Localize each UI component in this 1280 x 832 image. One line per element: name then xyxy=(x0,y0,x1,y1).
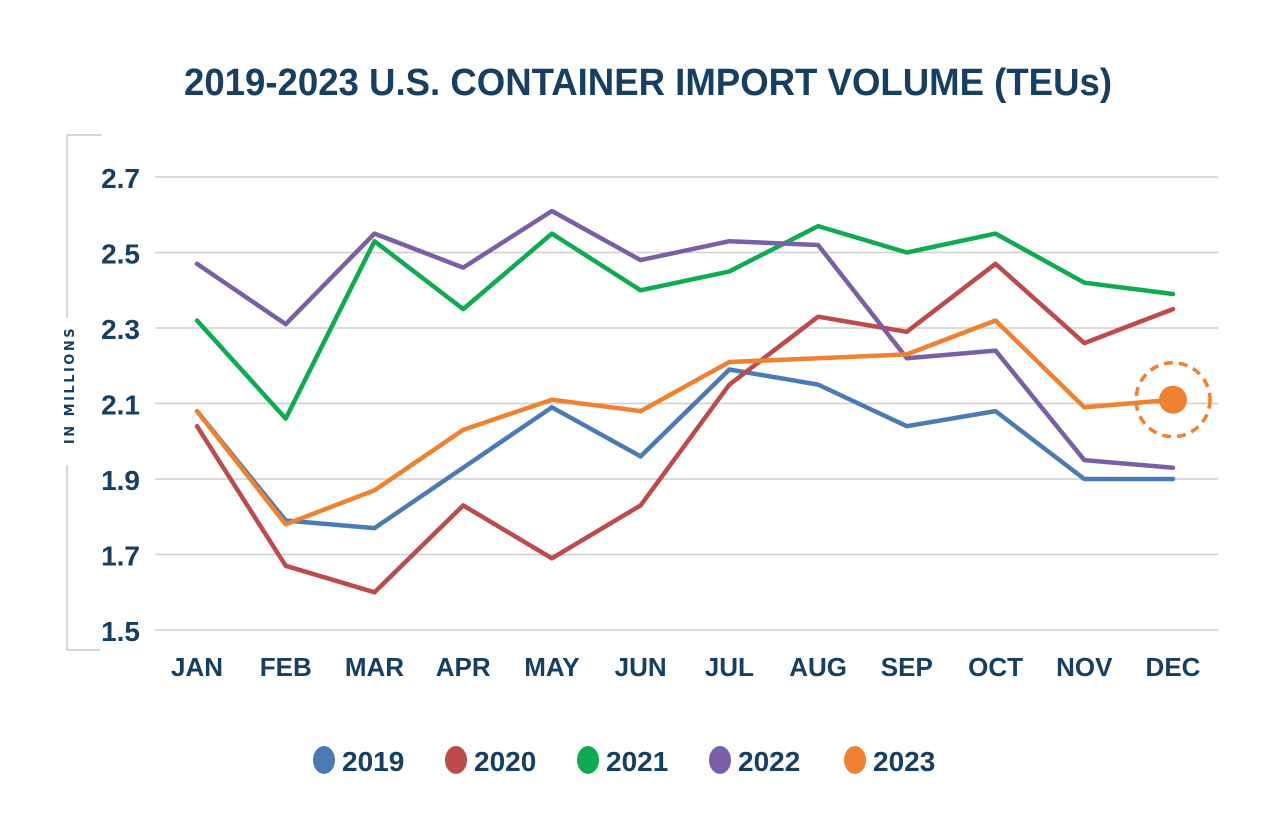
x-tick-label: SEP xyxy=(881,652,933,682)
x-tick-label: AUG xyxy=(789,652,847,682)
x-tick-label: FEB xyxy=(260,652,312,682)
x-tick-label: MAR xyxy=(345,652,404,682)
x-tick-label: JAN xyxy=(171,652,223,682)
x-tick-label: JUL xyxy=(705,652,754,682)
legend: 2019 2020 2021 2022 2023 xyxy=(313,746,935,777)
series-line-2023 xyxy=(194,318,1176,527)
x-tick-label: NOV xyxy=(1056,652,1113,682)
legend-swatch xyxy=(313,746,335,774)
y-axis-title: IN MILLIONS xyxy=(63,326,78,444)
chart-title: 2019-2023 U.S. CONTAINER IMPORT VOLUME (… xyxy=(184,62,1112,104)
legend-item-2021: 2021 xyxy=(577,746,668,777)
legend-item-2023: 2023 xyxy=(844,746,935,777)
annotations xyxy=(1134,360,1212,439)
x-tick-labels: JAN FEB MAR APR MAY JUN JUL AUG SEP OCT NOV DEC xyxy=(171,652,1201,682)
y-tick-label: 2.1 xyxy=(101,390,140,421)
y-tick-label: 1.9 xyxy=(101,465,140,496)
y-tick-label: 2.5 xyxy=(101,239,140,270)
y-tick-label: 1.5 xyxy=(101,616,140,647)
highlight-ring xyxy=(1134,360,1212,439)
series-line-2020 xyxy=(194,261,1176,595)
x-tick-label: JUN xyxy=(615,652,667,682)
legend-swatch xyxy=(445,746,467,774)
legend-item-2019: 2019 xyxy=(313,746,404,777)
highlight-dot xyxy=(1159,385,1187,414)
series-line-2021 xyxy=(194,223,1176,421)
legend-swatch xyxy=(844,746,866,774)
x-tick-label: MAY xyxy=(524,652,579,682)
y-tick-labels: 2.7 2.5 2.3 2.1 1.9 1.7 1.5 xyxy=(101,163,140,647)
legend-swatch xyxy=(709,746,731,774)
legend-label: 2019 xyxy=(342,746,404,777)
legend-item-2022: 2022 xyxy=(709,746,800,777)
y-tick-label: 2.3 xyxy=(101,314,140,345)
legend-item-2020: 2020 xyxy=(445,746,536,777)
legend-label: 2020 xyxy=(474,746,536,777)
y-tick-label: 2.7 xyxy=(101,163,140,194)
legend-label: 2022 xyxy=(738,746,800,777)
x-tick-label: DEC xyxy=(1146,652,1201,682)
x-tick-label: APR xyxy=(436,652,491,682)
legend-label: 2023 xyxy=(873,746,935,777)
gridlines xyxy=(155,176,1218,631)
legend-swatch xyxy=(577,746,599,774)
series-line-2022 xyxy=(194,208,1176,470)
x-tick-label: OCT xyxy=(968,652,1023,682)
series-line-2019 xyxy=(194,367,1176,531)
y-axis-bracket xyxy=(66,134,102,651)
legend-label: 2021 xyxy=(606,746,668,777)
series-lines xyxy=(194,208,1176,595)
y-tick-label: 1.7 xyxy=(101,541,140,572)
